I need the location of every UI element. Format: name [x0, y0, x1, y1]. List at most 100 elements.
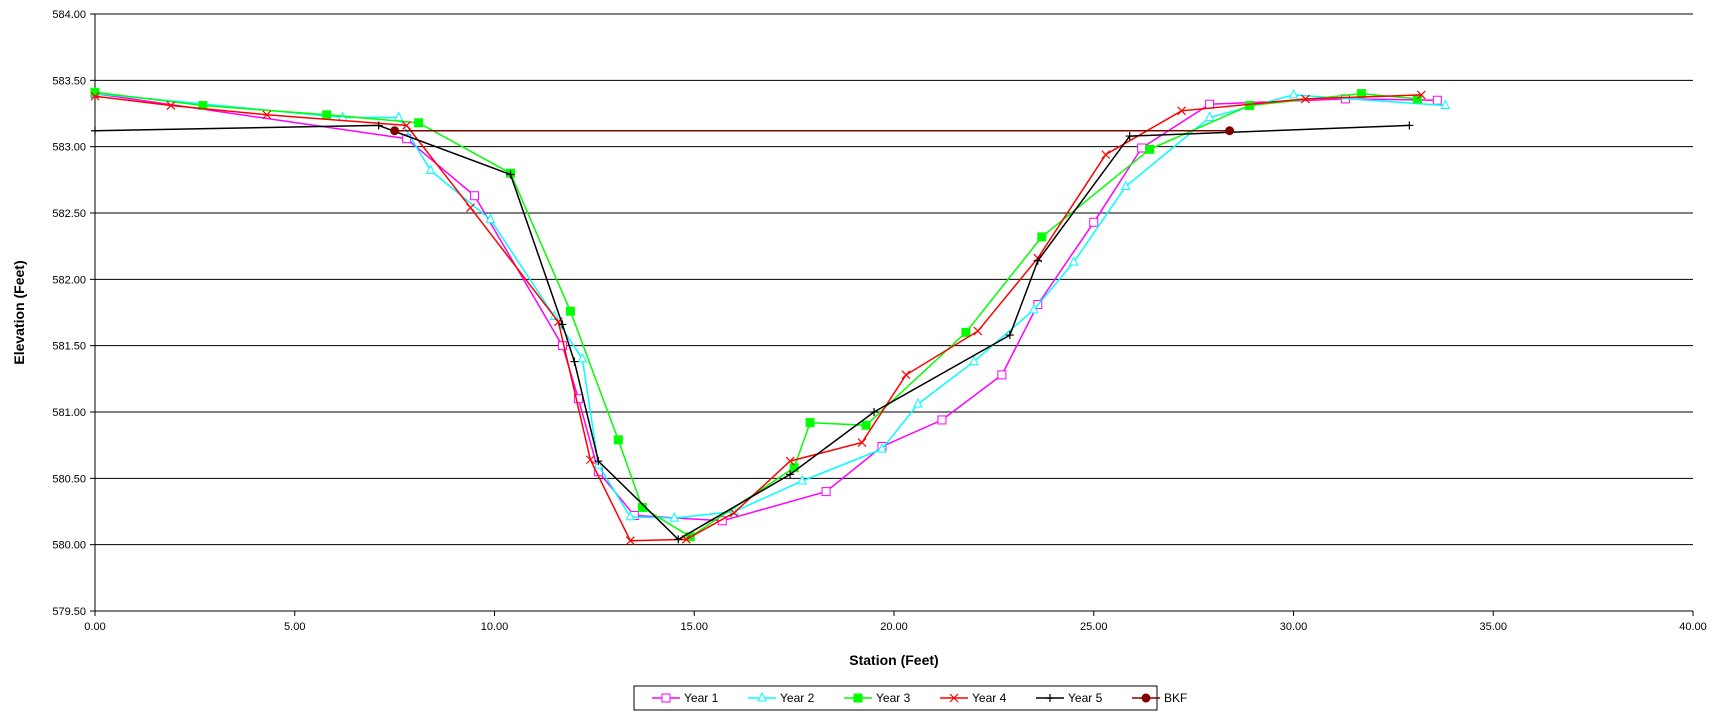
y-tick-label: 579.50: [52, 606, 86, 618]
data-point-year-1: [573, 394, 583, 404]
data-point-year-3: [1145, 144, 1155, 154]
legend-swatch-marker: [1141, 693, 1151, 703]
data-point-year-2: [1440, 99, 1451, 110]
data-point-year-2: [1068, 255, 1079, 266]
series-line-year-1: [94, 92, 1438, 522]
series-year-4: [90, 90, 1426, 546]
data-point-year-2: [1204, 111, 1215, 121]
x-tick-label: 20.00: [880, 621, 908, 633]
axes: [94, 14, 1693, 612]
data-point-year-2: [485, 213, 496, 224]
data-point-year-3: [1245, 101, 1255, 111]
x-tick-label: 15.00: [680, 621, 708, 633]
x-tick-label: 5.00: [284, 621, 305, 633]
data-point-year-5: [1005, 331, 1014, 340]
legend-box: [633, 685, 1158, 711]
data-point-year-2: [577, 352, 588, 363]
data-point-year-3: [961, 327, 971, 337]
data-point-year-5: [1405, 121, 1414, 130]
data-point-year-4: [973, 326, 983, 336]
data-point-year-2: [625, 510, 636, 521]
series-bkf: [390, 126, 1235, 136]
series-year-5: [91, 121, 1414, 544]
data-point-year-5: [1125, 132, 1134, 141]
data-point-year-1: [937, 415, 947, 425]
data-point-year-3: [322, 110, 332, 120]
y-tick-label: 581.50: [52, 341, 86, 353]
data-point-year-2: [669, 512, 680, 522]
data-point-year-1: [470, 191, 480, 201]
y-tick-label: 581.00: [52, 407, 86, 419]
legend-label: Year 4: [972, 691, 1007, 705]
data-point-year-4: [166, 101, 176, 110]
data-point-year-4: [901, 370, 911, 380]
data-point-year-5: [674, 535, 683, 544]
data-point-year-2: [969, 355, 979, 366]
x-tick-label: 25.00: [1080, 621, 1108, 633]
legend: Year 1 Year 2 Year 3 Year 4 Year 5 BKF: [633, 685, 1187, 711]
legend-item-year-1: Year 1: [652, 691, 719, 705]
data-point-year-2: [1120, 180, 1131, 190]
data-point-year-3: [613, 435, 623, 445]
legend-label: Year 2: [780, 691, 815, 705]
data-point-year-3: [414, 118, 424, 128]
data-point-year-1: [717, 516, 727, 526]
data-point-year-3: [861, 420, 871, 430]
legend-label: Year 5: [1068, 691, 1103, 705]
y-axis-title: Elevation (Feet): [11, 260, 27, 364]
data-point-year-5: [558, 320, 567, 329]
legend-item-year-2: Year 2: [748, 691, 815, 705]
y-tick-label: 580.00: [52, 540, 86, 552]
data-point-year-5: [91, 126, 99, 135]
data-point-year-5: [594, 457, 603, 466]
data-point-year-4: [585, 455, 595, 465]
legend-item-year-3: Year 3: [844, 691, 911, 705]
data-point-year-1: [1137, 143, 1147, 153]
y-tick-label: 582.00: [52, 274, 86, 286]
series-year-1: [90, 89, 1442, 526]
series-year-3: [90, 87, 1422, 542]
data-point-year-4: [262, 110, 272, 120]
data-point-year-2: [913, 397, 923, 408]
plot-series: [90, 87, 1451, 546]
data-point-year-4: [90, 91, 100, 101]
y-axis-ticks: 579.50 580.00 580.50 581.00 581.50 582.00 582.…: [52, 9, 95, 618]
data-point-year-4: [1101, 150, 1111, 160]
x-tick-label: 0.00: [84, 621, 105, 633]
y-tick-label: 580.50: [52, 473, 86, 485]
legend-swatch-marker: [949, 693, 959, 703]
data-point-year-3: [565, 306, 575, 316]
series-year-2: [90, 87, 1451, 522]
legend-item-year-4: Year 4: [940, 691, 1007, 705]
data-point-year-3: [90, 87, 100, 97]
data-point-year-1: [1205, 99, 1215, 109]
legend-swatch-marker: [853, 693, 863, 703]
x-tick-label: 40.00: [1679, 621, 1707, 633]
gridlines: [95, 13, 1693, 546]
data-point-bkf: [1225, 126, 1235, 136]
legend-swatch-marker: [1046, 694, 1054, 702]
data-point-year-2: [877, 443, 887, 453]
y-tick-label: 583.00: [52, 142, 86, 154]
data-point-year-4: [1416, 90, 1426, 100]
data-point-year-2: [1029, 303, 1039, 314]
data-point-year-4: [1177, 106, 1187, 116]
series-line-year-5: [94, 124, 1410, 541]
data-point-year-2: [797, 474, 807, 485]
series-line-year-2: [94, 92, 1446, 519]
data-point-year-5: [506, 170, 515, 179]
data-point-year-4: [729, 508, 739, 518]
legend-swatch-marker: [757, 691, 767, 702]
x-tick-label: 35.00: [1479, 621, 1507, 633]
data-point-year-4: [1301, 94, 1310, 104]
data-point-year-5: [786, 470, 795, 479]
data-point-year-4: [402, 121, 412, 130]
data-point-year-1: [997, 370, 1007, 380]
series-line-year-4: [94, 94, 1422, 542]
data-point-year-4: [785, 456, 795, 466]
data-point-year-3: [198, 101, 208, 111]
series-line-year-3: [94, 91, 1418, 538]
data-point-year-4: [625, 536, 635, 546]
legend-label: Year 3: [876, 691, 911, 705]
